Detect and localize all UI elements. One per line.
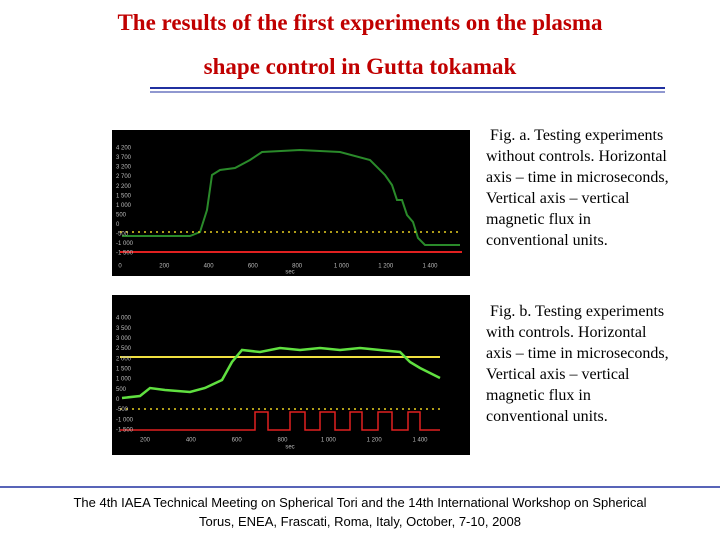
y-tick-label: 1 000 <box>116 377 132 383</box>
x-tick-label: 400 <box>204 264 215 270</box>
y-tick-label: 4 000 <box>116 316 132 322</box>
x-tick-label: 800 <box>292 264 303 270</box>
caption-line: axis – time in microseconds, <box>486 169 669 186</box>
x-tick-label: 600 <box>248 264 259 270</box>
y-tick-label: 3 500 <box>116 326 132 332</box>
caption-line: without controls. Horizontal <box>486 148 667 165</box>
figure-a: 4 200 3 700 3 200 2 700 2 200 1 500 1 000 500 0 -… <box>112 130 470 276</box>
y-tick-label: -1 000 <box>116 417 134 423</box>
footer-line: Torus, ENEA, Frascati, Roma, Italy, Octo… <box>198 514 521 529</box>
y-tick-label: -500 <box>116 231 129 237</box>
x-tick-label: 1 400 <box>422 264 438 270</box>
y-tick-label: 500 <box>116 212 127 218</box>
y-tick-label: 1 500 <box>116 193 132 199</box>
y-tick-label: -500 <box>116 407 129 413</box>
x-tick-label: 1 000 <box>334 264 350 270</box>
y-tick-label: 2 000 <box>116 356 132 362</box>
caption-line: conventional units. <box>486 408 608 425</box>
caption-line: conventional units. <box>486 232 608 249</box>
caption-line: Vertical axis – vertical <box>486 190 630 207</box>
x-tick-label: 800 <box>277 438 288 444</box>
x-tick-label: 600 <box>232 438 243 444</box>
figure-b: 4 000 3 500 3 000 2 500 2 000 1 500 1 000 500 0 -… <box>112 295 470 455</box>
y-tick-label: 2 500 <box>116 346 132 352</box>
title-line: shape control in Gutta tokamak <box>203 54 517 79</box>
x-tick-label: 400 <box>186 438 197 444</box>
x-unit: sec <box>285 445 294 451</box>
title-line: The results of the first experiments on … <box>117 10 603 35</box>
y-tick-label: 4 200 <box>116 146 132 152</box>
caption-line: with controls. Horizontal <box>486 324 647 341</box>
x-tick-label: 0 <box>118 264 122 270</box>
x-tick-label: 200 <box>159 264 170 270</box>
y-tick-label: 3 700 <box>116 155 132 161</box>
y-tick-label: 0 <box>116 397 120 403</box>
caption-line: axis – time in microseconds, <box>486 345 669 362</box>
caption-line: Fig. b. Testing experiments <box>490 303 665 320</box>
x-tick-label: 1 200 <box>367 438 383 444</box>
y-tick-label: -1 000 <box>116 241 134 247</box>
y-tick-label: 1 000 <box>116 203 132 209</box>
x-unit: sec <box>285 270 294 276</box>
y-tick-label: 2 200 <box>116 184 132 190</box>
x-tick-label: 200 <box>140 438 151 444</box>
y-tick-label: -1 500 <box>116 428 134 434</box>
y-tick-label: 500 <box>116 387 127 393</box>
caption-line: Vertical axis – vertical <box>486 366 630 383</box>
y-tick-label: 2 700 <box>116 174 132 180</box>
y-tick-label: 3 200 <box>116 165 132 171</box>
y-tick-label: 3 000 <box>116 336 132 342</box>
x-tick-label: 1 000 <box>321 438 337 444</box>
caption-line: magnetic flux in <box>486 211 591 228</box>
caption-line: Fig. a. Testing experiments <box>490 127 664 144</box>
footer-line: The 4th IAEA Technical Meeting on Spheri… <box>73 495 647 510</box>
y-tick-label: 1 500 <box>116 366 132 372</box>
y-tick-label: -1 500 <box>116 251 134 257</box>
y-tick-label: 0 <box>116 222 120 228</box>
x-tick-label: 1 200 <box>378 264 394 270</box>
x-tick-label: 1 400 <box>412 438 428 444</box>
caption-line: magnetic flux in <box>486 387 591 404</box>
